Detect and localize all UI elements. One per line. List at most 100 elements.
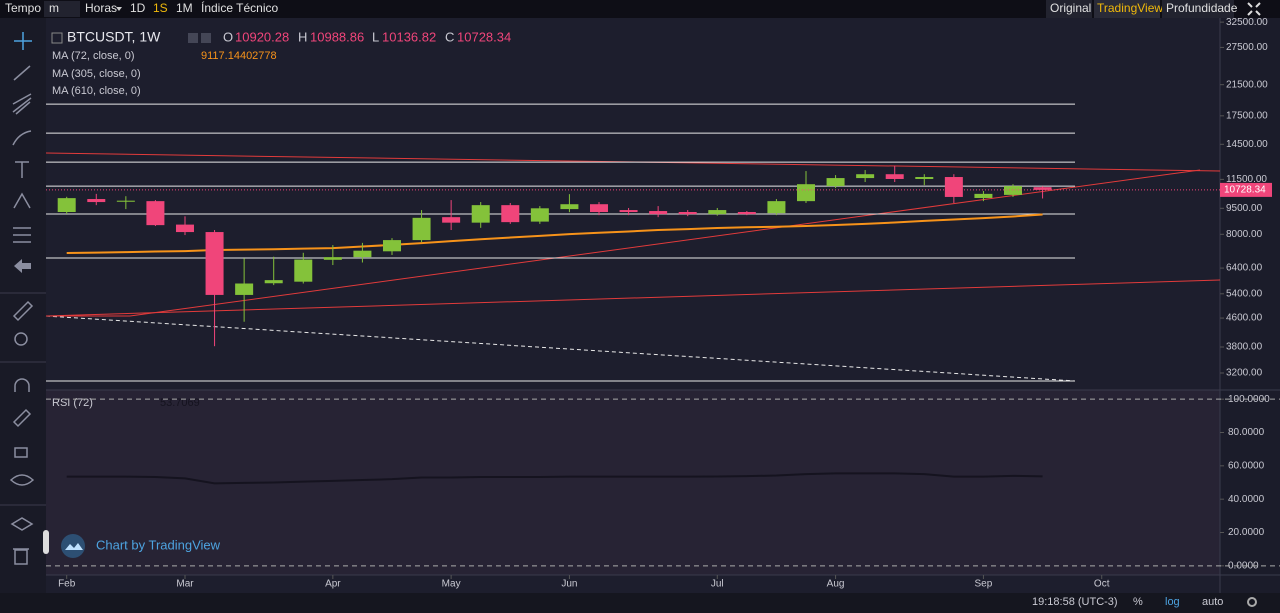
tab[interactable] [1094, 0, 1160, 18]
x-tick-label: Sep [975, 579, 993, 590]
ohlc-value: 10920.28 [235, 29, 289, 44]
candle-body [826, 178, 845, 187]
watermark-link[interactable]: Chart by TradingView [96, 537, 221, 552]
eye-icon[interactable] [9, 474, 35, 486]
x-tick-label: May [442, 579, 461, 590]
y-tick-label: 5400.00 [1226, 288, 1263, 299]
last-price-box [1220, 182, 1272, 197]
dropdown-arrow [116, 7, 122, 11]
hours-select[interactable]: Horas [85, 1, 117, 15]
y-tick-label: 3200.00 [1226, 368, 1263, 379]
pattern-icon[interactable] [13, 192, 31, 209]
text-icon[interactable] [15, 161, 29, 178]
y-tick-label: 60.0000 [1228, 460, 1265, 471]
indicators-button[interactable]: Índice Técnico [201, 0, 278, 15]
view-tab-active[interactable]: TradingView [1097, 1, 1163, 15]
y-tick-label: 11500.00 [1226, 174, 1267, 185]
candle-body [589, 204, 608, 213]
y-tick-label: 4600.00 [1226, 313, 1263, 324]
top-bar [0, 0, 1280, 18]
candle-body [57, 198, 76, 213]
candle-body [87, 199, 106, 203]
view-tab[interactable]: Profundidade [1166, 1, 1238, 15]
back-icon[interactable] [14, 259, 31, 273]
tab[interactable] [1046, 0, 1092, 18]
interval-button[interactable]: 1D [130, 1, 146, 15]
log-toggle[interactable]: log [1165, 596, 1180, 608]
candle-body [974, 193, 993, 198]
logo[interactable] [61, 534, 85, 558]
y-tick-label: 100.0000 [1228, 394, 1270, 405]
line-tool-icon[interactable] [13, 65, 31, 81]
panel-handle[interactable] [43, 530, 49, 554]
zoom-icon[interactable] [14, 332, 28, 346]
candle-body [678, 212, 697, 215]
price-axis [1220, 18, 1280, 593]
brush-icon[interactable] [12, 130, 32, 146]
x-tick-label: Oct [1094, 579, 1110, 590]
auto-toggle[interactable]: auto [1202, 596, 1223, 608]
candle-body [619, 210, 638, 213]
toolbar-label: Tempo [5, 1, 41, 15]
symbol: BTCUSDT, 1W [67, 29, 161, 45]
pitchfork-icon[interactable] [12, 93, 32, 115]
percent-toggle[interactable]: % [1133, 596, 1143, 608]
candle-body [116, 200, 135, 202]
candle-body [235, 283, 254, 295]
indicator-name: MA (72, close, 0) [52, 50, 135, 62]
ohlc-label: O [223, 29, 233, 44]
candle-body [737, 212, 756, 215]
interval-select[interactable]: m [49, 1, 59, 15]
layers-icon[interactable] [10, 517, 34, 531]
y-tick-label: 17500.00 [1226, 110, 1268, 121]
x-tick-label: Apr [325, 579, 341, 590]
dashed-trendline [45, 315, 1076, 382]
indicator-value: 9117.14402778 [201, 50, 277, 62]
crosshair-icon[interactable] [14, 32, 32, 50]
view-tab[interactable]: Original [1050, 1, 1091, 15]
y-tick-label: 40.0000 [1228, 494, 1265, 505]
interval-button[interactable]: 1M [176, 1, 193, 15]
candle-body [353, 250, 372, 258]
ohlc-label: L [372, 29, 379, 44]
candle-body [1003, 186, 1022, 195]
collapse-icon[interactable] [51, 32, 63, 44]
indicator-name: RSI (72) [52, 397, 93, 409]
lock-icon[interactable] [14, 447, 28, 458]
ohlc-label: C [445, 29, 454, 44]
indicator-value: 53.7069 [160, 397, 200, 409]
last-price-label: 10728.34 [1224, 185, 1266, 196]
candle-body [708, 210, 727, 215]
tab[interactable] [1162, 0, 1234, 18]
y-tick-label: 27500.00 [1226, 42, 1268, 53]
candle-body [382, 240, 401, 252]
trash-icon[interactable] [13, 548, 29, 565]
x-tick-label: Jun [561, 579, 577, 590]
y-tick-label: 3800.00 [1226, 342, 1263, 353]
ohlc-value: 10728.34 [457, 29, 511, 44]
ohlc-label: H [298, 29, 307, 44]
legend-icon[interactable] [188, 33, 198, 43]
y-tick-label: 20.0000 [1228, 527, 1265, 538]
magnet-icon[interactable] [14, 378, 30, 392]
moving-average [66, 213, 1043, 255]
fib-icon[interactable] [13, 227, 31, 243]
select[interactable] [44, 1, 80, 17]
y-tick-label: 80.0000 [1228, 427, 1265, 438]
candle-body [856, 174, 875, 179]
candle-body [323, 257, 342, 260]
y-tick-label: 9500.00 [1226, 203, 1263, 214]
legend-icon[interactable] [201, 33, 211, 43]
ruler-icon[interactable] [12, 300, 34, 322]
interval-button-active[interactable]: 1S [153, 1, 168, 15]
clock: 19:18:58 (UTC-3) [1032, 596, 1118, 608]
candle-body [944, 177, 963, 197]
x-tick-label: Jul [711, 579, 724, 590]
x-tick-label: Aug [827, 579, 845, 590]
lock-draw-icon[interactable] [12, 408, 32, 428]
x-tick-label: Feb [58, 579, 76, 590]
fullscreen-icon[interactable] [1247, 2, 1261, 16]
settings-icon[interactable] [1247, 597, 1257, 607]
